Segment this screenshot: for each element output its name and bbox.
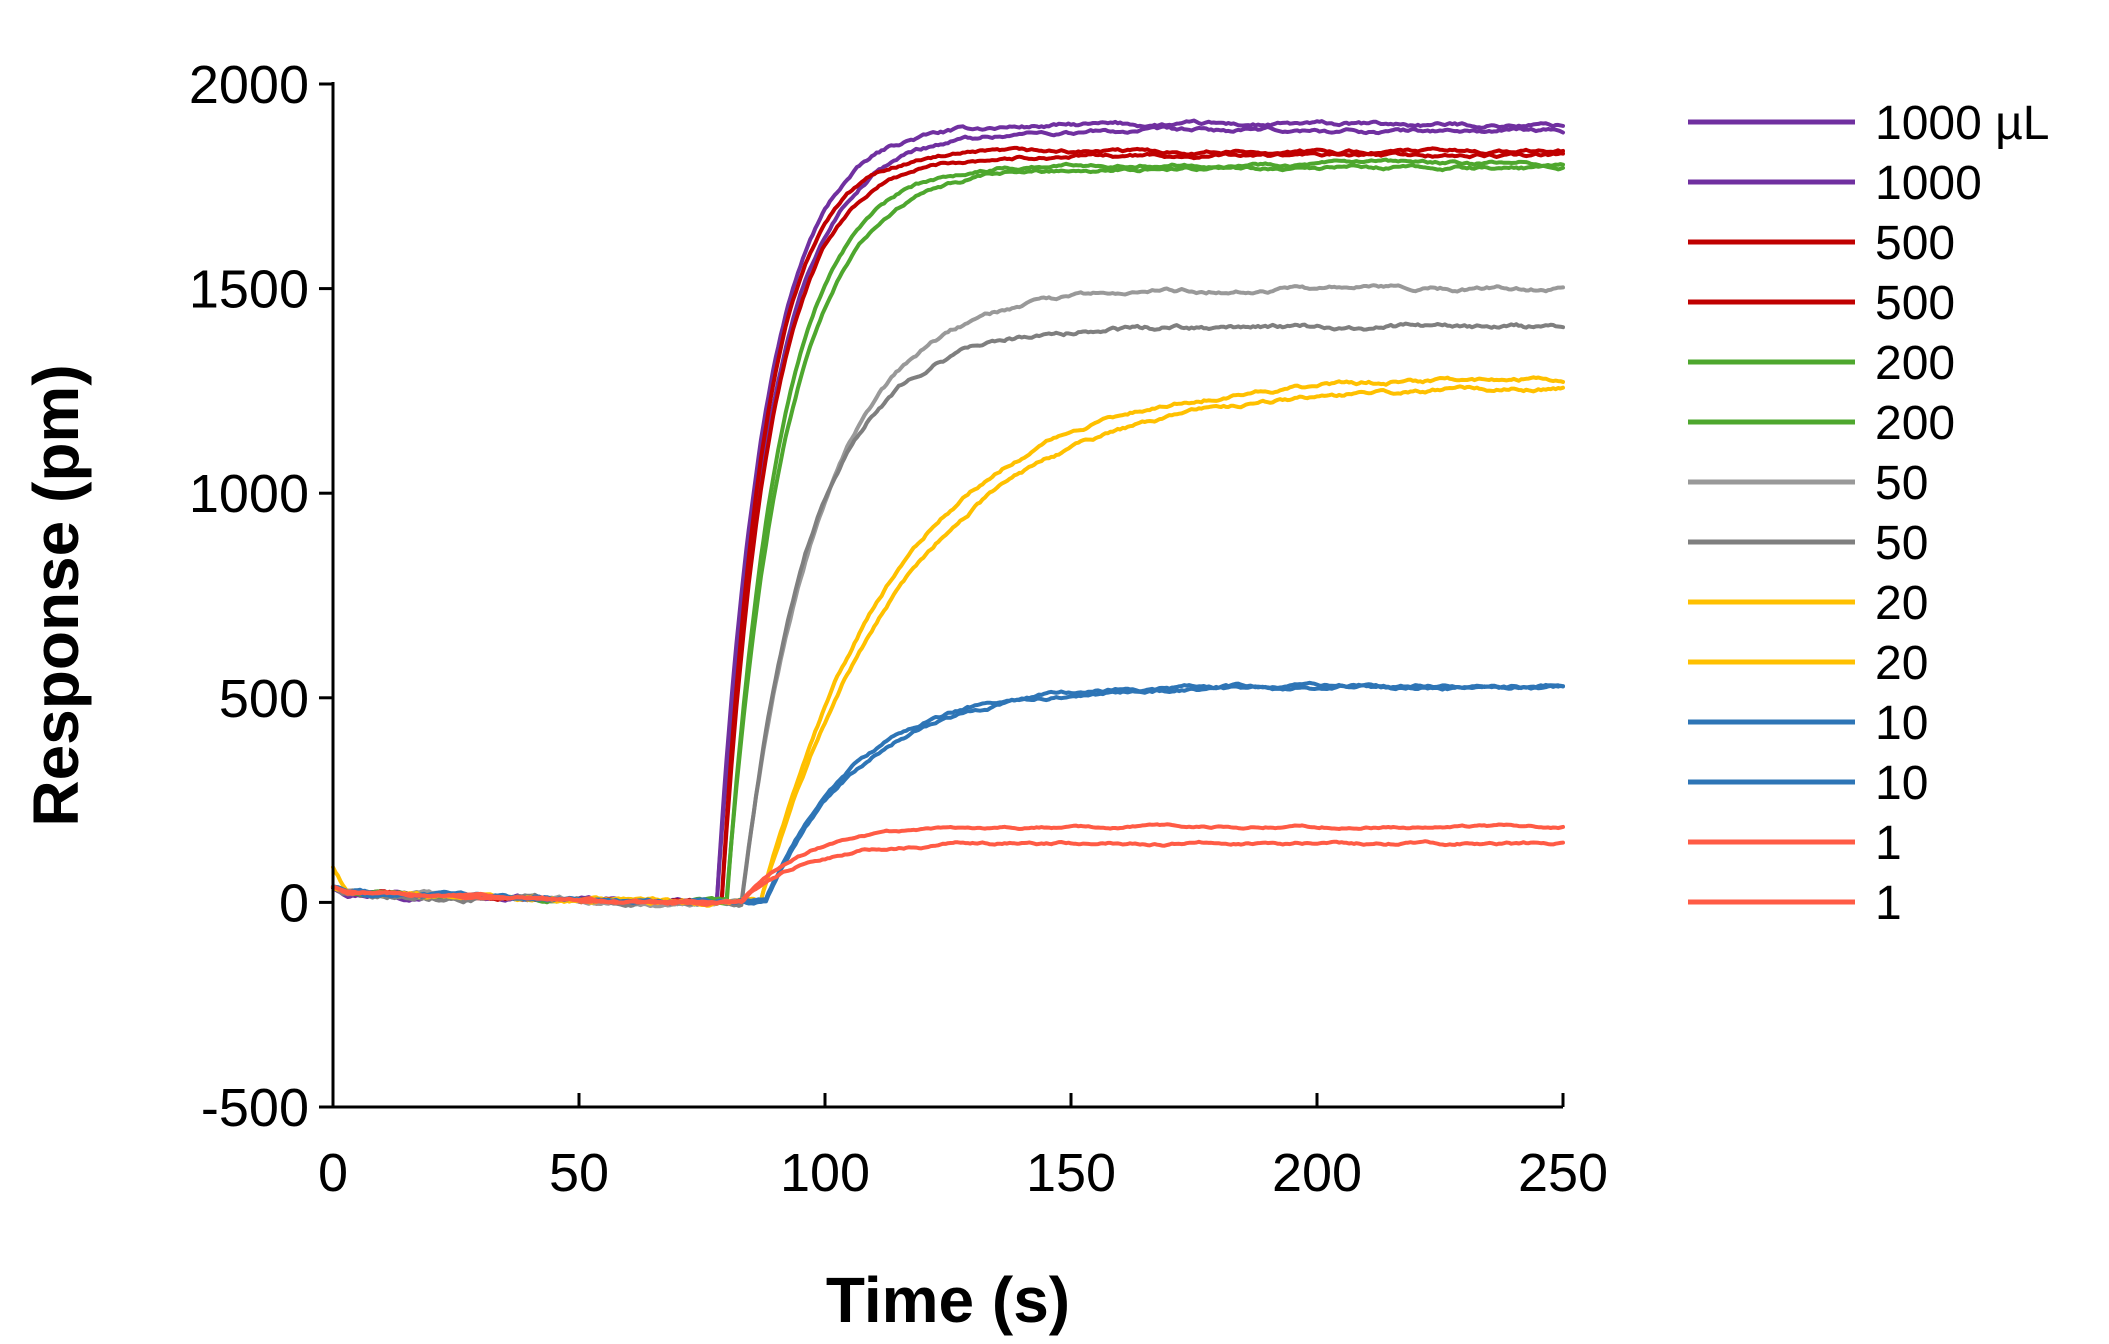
x-tick-label: 150 — [1026, 1143, 1116, 1203]
legend-label-10: 10 — [1875, 697, 1928, 750]
legend-label-4: 200 — [1875, 337, 1955, 390]
series-line-1 — [331, 124, 1565, 908]
series-line-13 — [331, 839, 1565, 907]
legend-label-11: 10 — [1875, 757, 1928, 810]
y-tick-label: 0 — [279, 873, 309, 933]
y-tick-label: 1000 — [189, 464, 309, 524]
legend-label-12: 1 — [1875, 817, 1902, 870]
x-tick-label: 250 — [1518, 1143, 1608, 1203]
series-line-12 — [331, 822, 1565, 905]
y-tick-label: 500 — [219, 669, 309, 729]
series-line-6 — [331, 283, 1565, 909]
series-line-3 — [331, 150, 1565, 907]
legend-label-2: 500 — [1875, 217, 1955, 270]
legend-label-1: 1000 — [1875, 157, 1982, 210]
x-axis-title: Time (s) — [826, 1264, 1070, 1336]
legend-label-5: 200 — [1875, 397, 1955, 450]
x-tick-label: 200 — [1272, 1143, 1362, 1203]
legend-label-9: 20 — [1875, 637, 1928, 690]
legend-label-13: 1 — [1875, 877, 1902, 930]
legend-label-8: 20 — [1875, 577, 1928, 630]
x-tick-label: 0 — [318, 1143, 348, 1203]
series-line-2 — [331, 145, 1565, 906]
y-tick-label: 1500 — [189, 260, 309, 320]
y-tick-label: -500 — [201, 1078, 309, 1138]
y-tick-label: 2000 — [189, 55, 309, 115]
y-axis-title: Response (pm) — [20, 364, 92, 826]
series-line-11 — [331, 682, 1565, 905]
series-line-8 — [331, 375, 1565, 907]
legend: 1000 µL 1000 500 500 200 200 50 50 20 20 10 10 1 1 — [1688, 97, 2049, 930]
legend-label-6: 50 — [1875, 457, 1928, 510]
series-layer — [331, 118, 1565, 909]
legend-label-7: 50 — [1875, 517, 1928, 570]
x-tick-label: 100 — [780, 1143, 870, 1203]
legend-label-0: 1000 µL — [1875, 97, 2049, 150]
x-tick-label: 50 — [549, 1143, 609, 1203]
legend-label-3: 500 — [1875, 277, 1955, 330]
series-line-7 — [331, 321, 1565, 908]
